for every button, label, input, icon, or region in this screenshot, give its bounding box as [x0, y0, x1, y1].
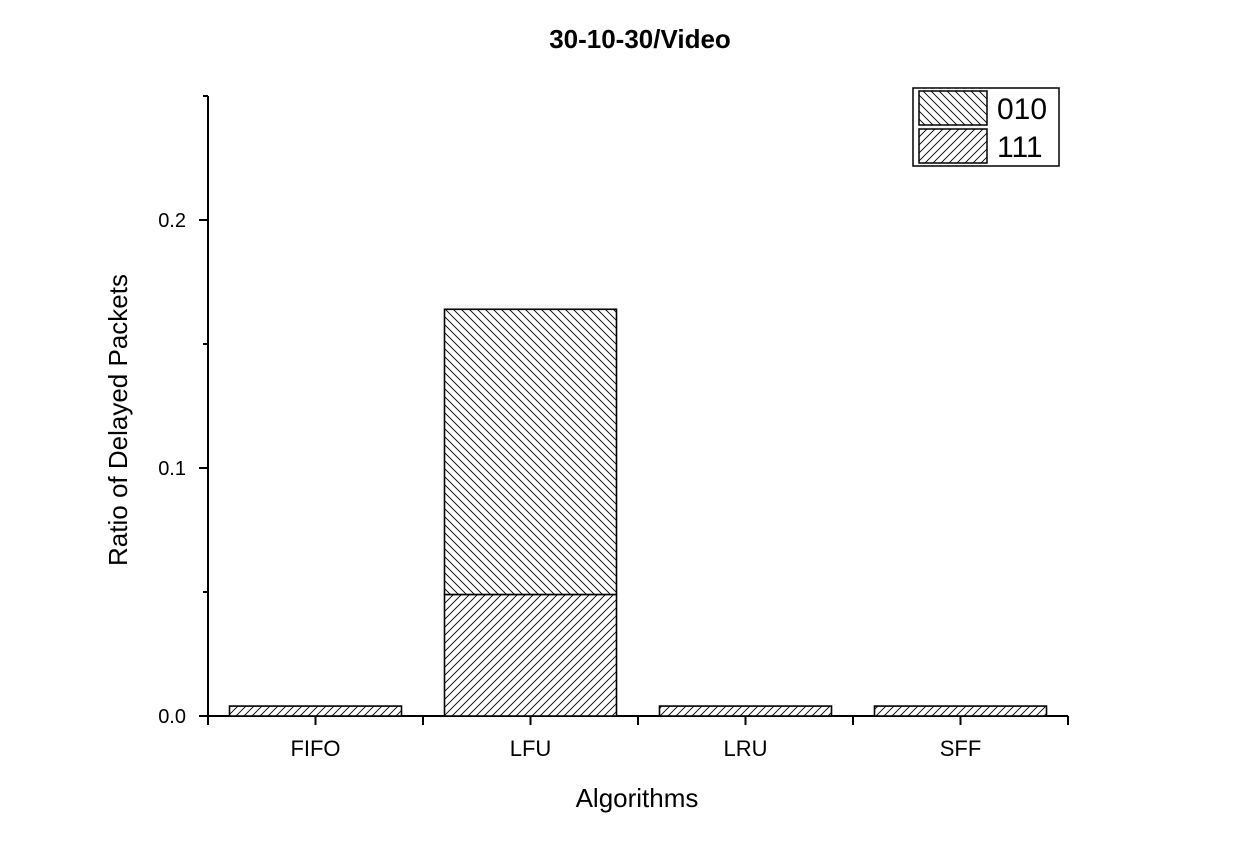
x-tick-label: FIFO — [290, 736, 340, 761]
chart-title: 30-10-30/Video — [549, 24, 731, 54]
x-axis: FIFO LFU LRU SFF — [207, 715, 1069, 761]
bars — [228, 308, 1048, 717]
bar-lfu-010 — [443, 308, 618, 596]
bar-fifo-111 — [228, 705, 403, 717]
x-tick-label: LRU — [723, 736, 767, 761]
y-tick-label: 0.2 — [158, 210, 186, 232]
legend-label: 111 — [997, 131, 1043, 164]
x-tick-label: SFF — [940, 736, 982, 761]
x-tick-label: LFU — [510, 736, 552, 761]
y-tick-label: 0.0 — [158, 706, 186, 728]
y-axis: 0.0 0.1 0.2 — [158, 95, 209, 728]
x-axis-label: Algorithms — [576, 783, 699, 813]
legend-swatch — [918, 128, 988, 164]
legend-label: 010 — [997, 93, 1047, 126]
bar-lru-111 — [658, 705, 833, 717]
bar-sff-111 — [873, 705, 1048, 717]
y-axis-label: Ratio of Delayed Packets — [103, 274, 133, 566]
y-tick-label: 0.1 — [158, 458, 186, 480]
legend-swatch — [918, 90, 988, 126]
bar-lfu-111 — [443, 593, 618, 717]
